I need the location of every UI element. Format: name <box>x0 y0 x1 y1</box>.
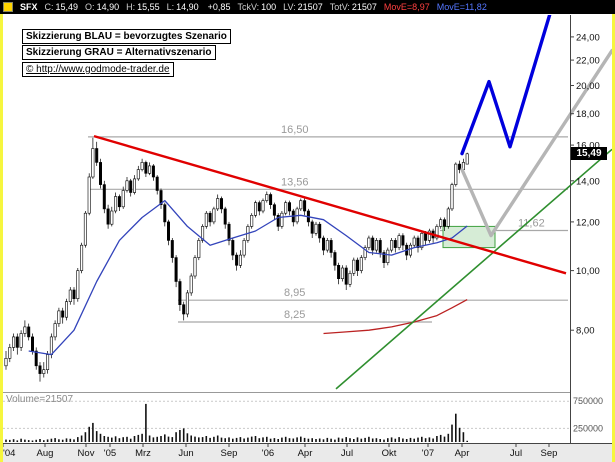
quote-field-low: L: 14,90 <box>166 2 199 12</box>
svg-text:13,56: 13,56 <box>281 176 309 188</box>
ma-red-line <box>323 299 468 335</box>
quote-field-close: C: 15,49 <box>44 2 79 12</box>
price-axis: 24,00 22,00 20,00 18,00 16,00 14,00 12,00 10,00… <box>570 32 600 337</box>
svg-text:Apr: Apr <box>455 448 470 459</box>
quote-change: +0,85 <box>207 2 231 12</box>
svg-text:'05: '05 <box>104 448 116 459</box>
svg-text:Okt: Okt <box>382 448 397 459</box>
ticker-symbol: SFX <box>20 2 38 12</box>
svg-text:'07: '07 <box>422 448 434 459</box>
svg-text:8,25: 8,25 <box>284 309 305 321</box>
svg-text:Mrz: Mrz <box>135 448 151 459</box>
trendline-green-uptrend <box>335 148 612 390</box>
chart-canvas[interactable]: 750000 250000 16,50 13,56 11,62 8,95 8,25 24,00… <box>0 14 615 462</box>
quote-field-high: H: 15,55 <box>126 2 160 12</box>
quote-bar: SFX C: 15,49 O: 14,90 H: 15,55 L: 14,90 +0,8… <box>0 0 615 14</box>
quote-field-open: O: 14,90 <box>85 2 120 12</box>
svg-text:250000: 250000 <box>573 423 603 433</box>
volume-label: Volume=21507 <box>6 394 74 405</box>
svg-text:Jul: Jul <box>341 448 353 459</box>
svg-text:'04: '04 <box>3 448 15 459</box>
svg-text:18,00: 18,00 <box>576 109 600 120</box>
svg-text:Nov: Nov <box>78 448 95 459</box>
scenario-gray-line <box>460 48 612 238</box>
svg-text:20,00: 20,00 <box>576 81 600 92</box>
svg-text:22,00: 22,00 <box>576 56 600 67</box>
trendline-red-downtrend <box>93 134 567 275</box>
quote-field-tickvolume: TckV: 100 <box>237 2 277 12</box>
last-price-tag: 15,49 <box>571 147 607 160</box>
ma-blue-line <box>28 199 468 356</box>
svg-text:'06: '06 <box>262 448 274 459</box>
svg-text:Aug: Aug <box>37 448 54 459</box>
volume-axis: 750000 250000 <box>3 396 603 433</box>
svg-text:Apr: Apr <box>298 448 313 459</box>
candles <box>4 137 469 382</box>
svg-text:16,00: 16,00 <box>576 141 600 152</box>
scenario-note-blue: Skizzierung BLAU = bevorzugtes Szenario <box>22 29 231 44</box>
svg-text:11,62: 11,62 <box>518 218 545 230</box>
svg-text:Sep: Sep <box>221 448 238 459</box>
svg-text:14,00: 14,00 <box>576 176 600 187</box>
support-resistance-levels: 16,50 13,56 11,62 8,95 8,25 <box>88 124 568 323</box>
svg-text:12,00: 12,00 <box>576 217 600 228</box>
svg-text:8,95: 8,95 <box>284 287 305 299</box>
svg-text:750000: 750000 <box>573 396 603 406</box>
frame-stripe-left <box>0 14 3 462</box>
svg-text:Sep: Sep <box>541 448 558 459</box>
quote-field-lastvolume: LV: 21507 <box>283 2 323 12</box>
indicator-move-red: MovE=8,97 <box>383 2 430 12</box>
scenario-note-gray: Skizzierung GRAU = Alternativszenario <box>22 45 216 60</box>
app-icon <box>3 2 13 12</box>
svg-text:8,00: 8,00 <box>576 326 595 337</box>
time-axis: '04 Aug Nov '05 Mrz Jun Sep '06 Apr Jul Okt '07 Apr J… <box>2 443 558 459</box>
svg-text:10,00: 10,00 <box>576 266 600 277</box>
volume-bars <box>5 403 468 443</box>
svg-text:Jul: Jul <box>510 448 522 459</box>
scenario-blue-line <box>460 15 552 156</box>
svg-text:24,00: 24,00 <box>576 32 600 43</box>
copyright-link[interactable]: © http://www.godmode-trader.de <box>22 62 174 77</box>
chart-svg[interactable]: 750000 250000 16,50 13,56 11,62 8,95 8,25 24,00… <box>0 14 615 462</box>
quote-field-totalvolume: TotV: 21507 <box>329 2 377 12</box>
svg-text:16,50: 16,50 <box>281 124 309 136</box>
frame-stripe-right <box>612 14 615 462</box>
indicator-move-blue: MovE=11,82 <box>436 2 487 12</box>
svg-text:Jun: Jun <box>178 448 193 459</box>
